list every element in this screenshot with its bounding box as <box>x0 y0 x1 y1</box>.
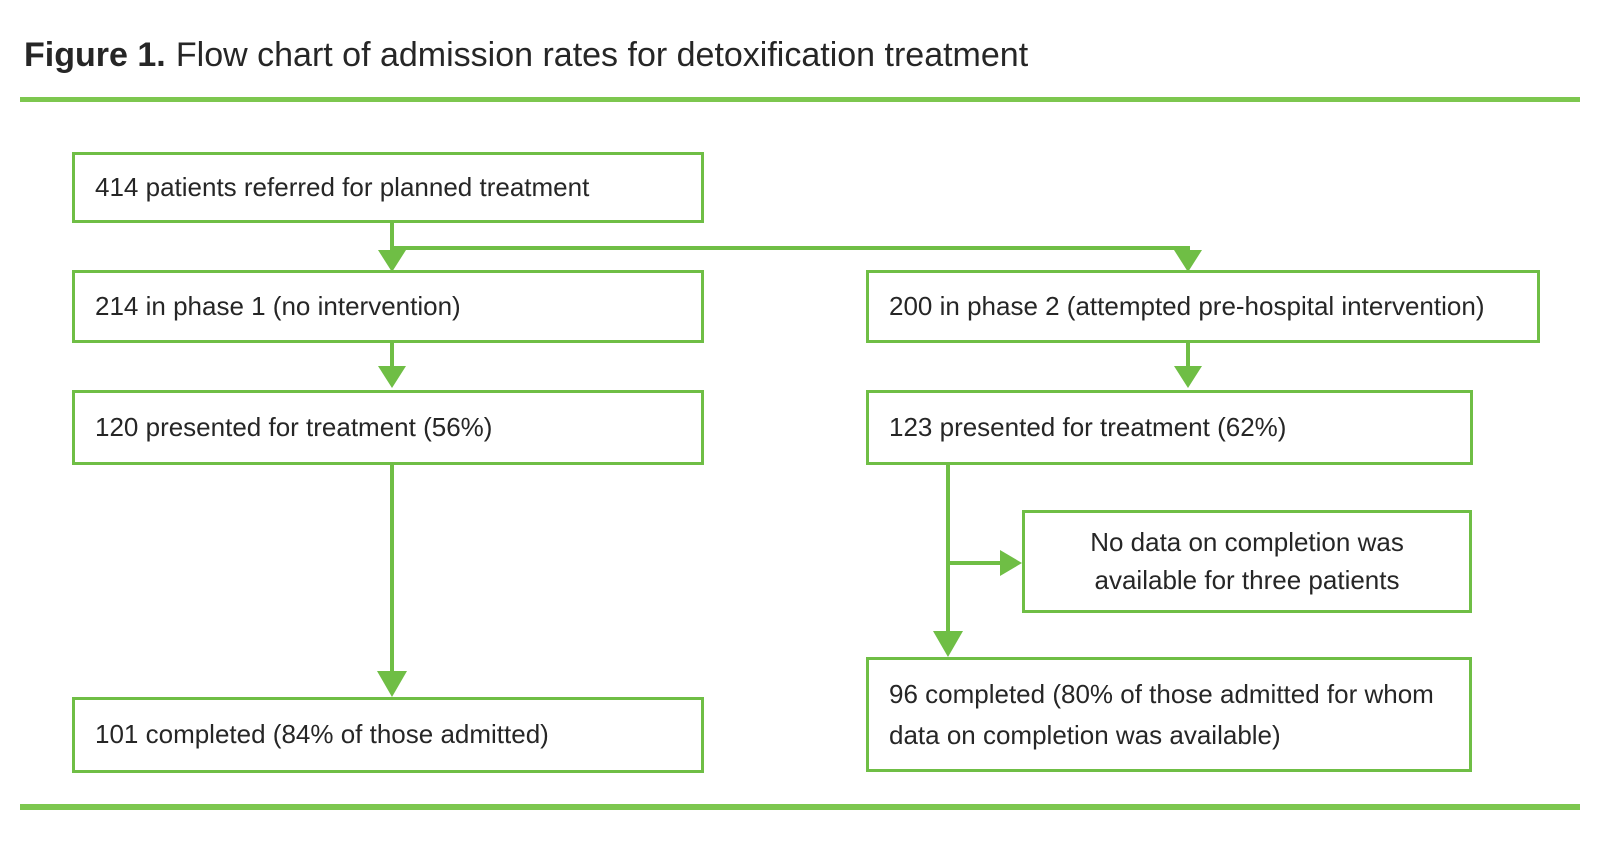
arrow-down-icon <box>1174 250 1202 272</box>
node-phase2: 200 in phase 2 (attempted pre-hospital i… <box>866 270 1540 343</box>
arrow-down-icon <box>1174 366 1202 388</box>
connector-referred-stub <box>390 222 394 250</box>
node-label: 96 completed (80% of those admitted for … <box>889 679 1434 750</box>
figure-title: Figure 1. Flow chart of admission rates f… <box>24 36 1028 75</box>
node-label: No data on completion was available for … <box>1090 526 1404 595</box>
connector-presented1-down <box>390 465 394 675</box>
node-phase1: 214 in phase 1 (no intervention) <box>72 270 704 343</box>
node-label: 200 in phase 2 (attempted pre-hospital i… <box>889 290 1485 321</box>
arrow-down-icon <box>378 250 406 272</box>
node-presented-phase1: 120 presented for treatment (56%) <box>72 390 704 465</box>
bottom-divider-rule <box>20 804 1580 810</box>
node-completed-phase1: 101 completed (84% of those admitted) <box>72 697 704 773</box>
node-referred: 414 patients referred for planned treatm… <box>72 152 704 223</box>
arrow-down-icon <box>377 671 407 697</box>
node-label: 123 presented for treatment (62%) <box>889 411 1287 442</box>
connector-presented2-down <box>946 465 950 635</box>
arrow-down-icon <box>933 631 963 657</box>
node-label: 101 completed (84% of those admitted) <box>95 719 549 750</box>
connector-branch-line <box>946 561 1004 565</box>
node-no-completion-data: No data on completion was available for … <box>1022 510 1472 613</box>
figure-label: Figure 1. <box>24 36 166 74</box>
node-presented-phase2: 123 presented for treatment (62%) <box>866 390 1473 465</box>
connector-split-line <box>390 246 1190 250</box>
node-label: 214 in phase 1 (no intervention) <box>95 290 461 321</box>
node-label: 120 presented for treatment (56%) <box>95 411 493 442</box>
node-label: 414 patients referred for planned treatm… <box>95 171 590 202</box>
arrow-right-icon <box>1000 550 1022 576</box>
connector-phase2-down <box>1186 343 1190 369</box>
node-completed-phase2: 96 completed (80% of those admitted for … <box>866 657 1472 772</box>
figure-title-text: Flow chart of admission rates for detoxi… <box>175 36 1029 74</box>
title-divider-rule <box>20 97 1580 102</box>
connector-phase1-down <box>390 343 394 369</box>
arrow-down-icon <box>378 366 406 388</box>
